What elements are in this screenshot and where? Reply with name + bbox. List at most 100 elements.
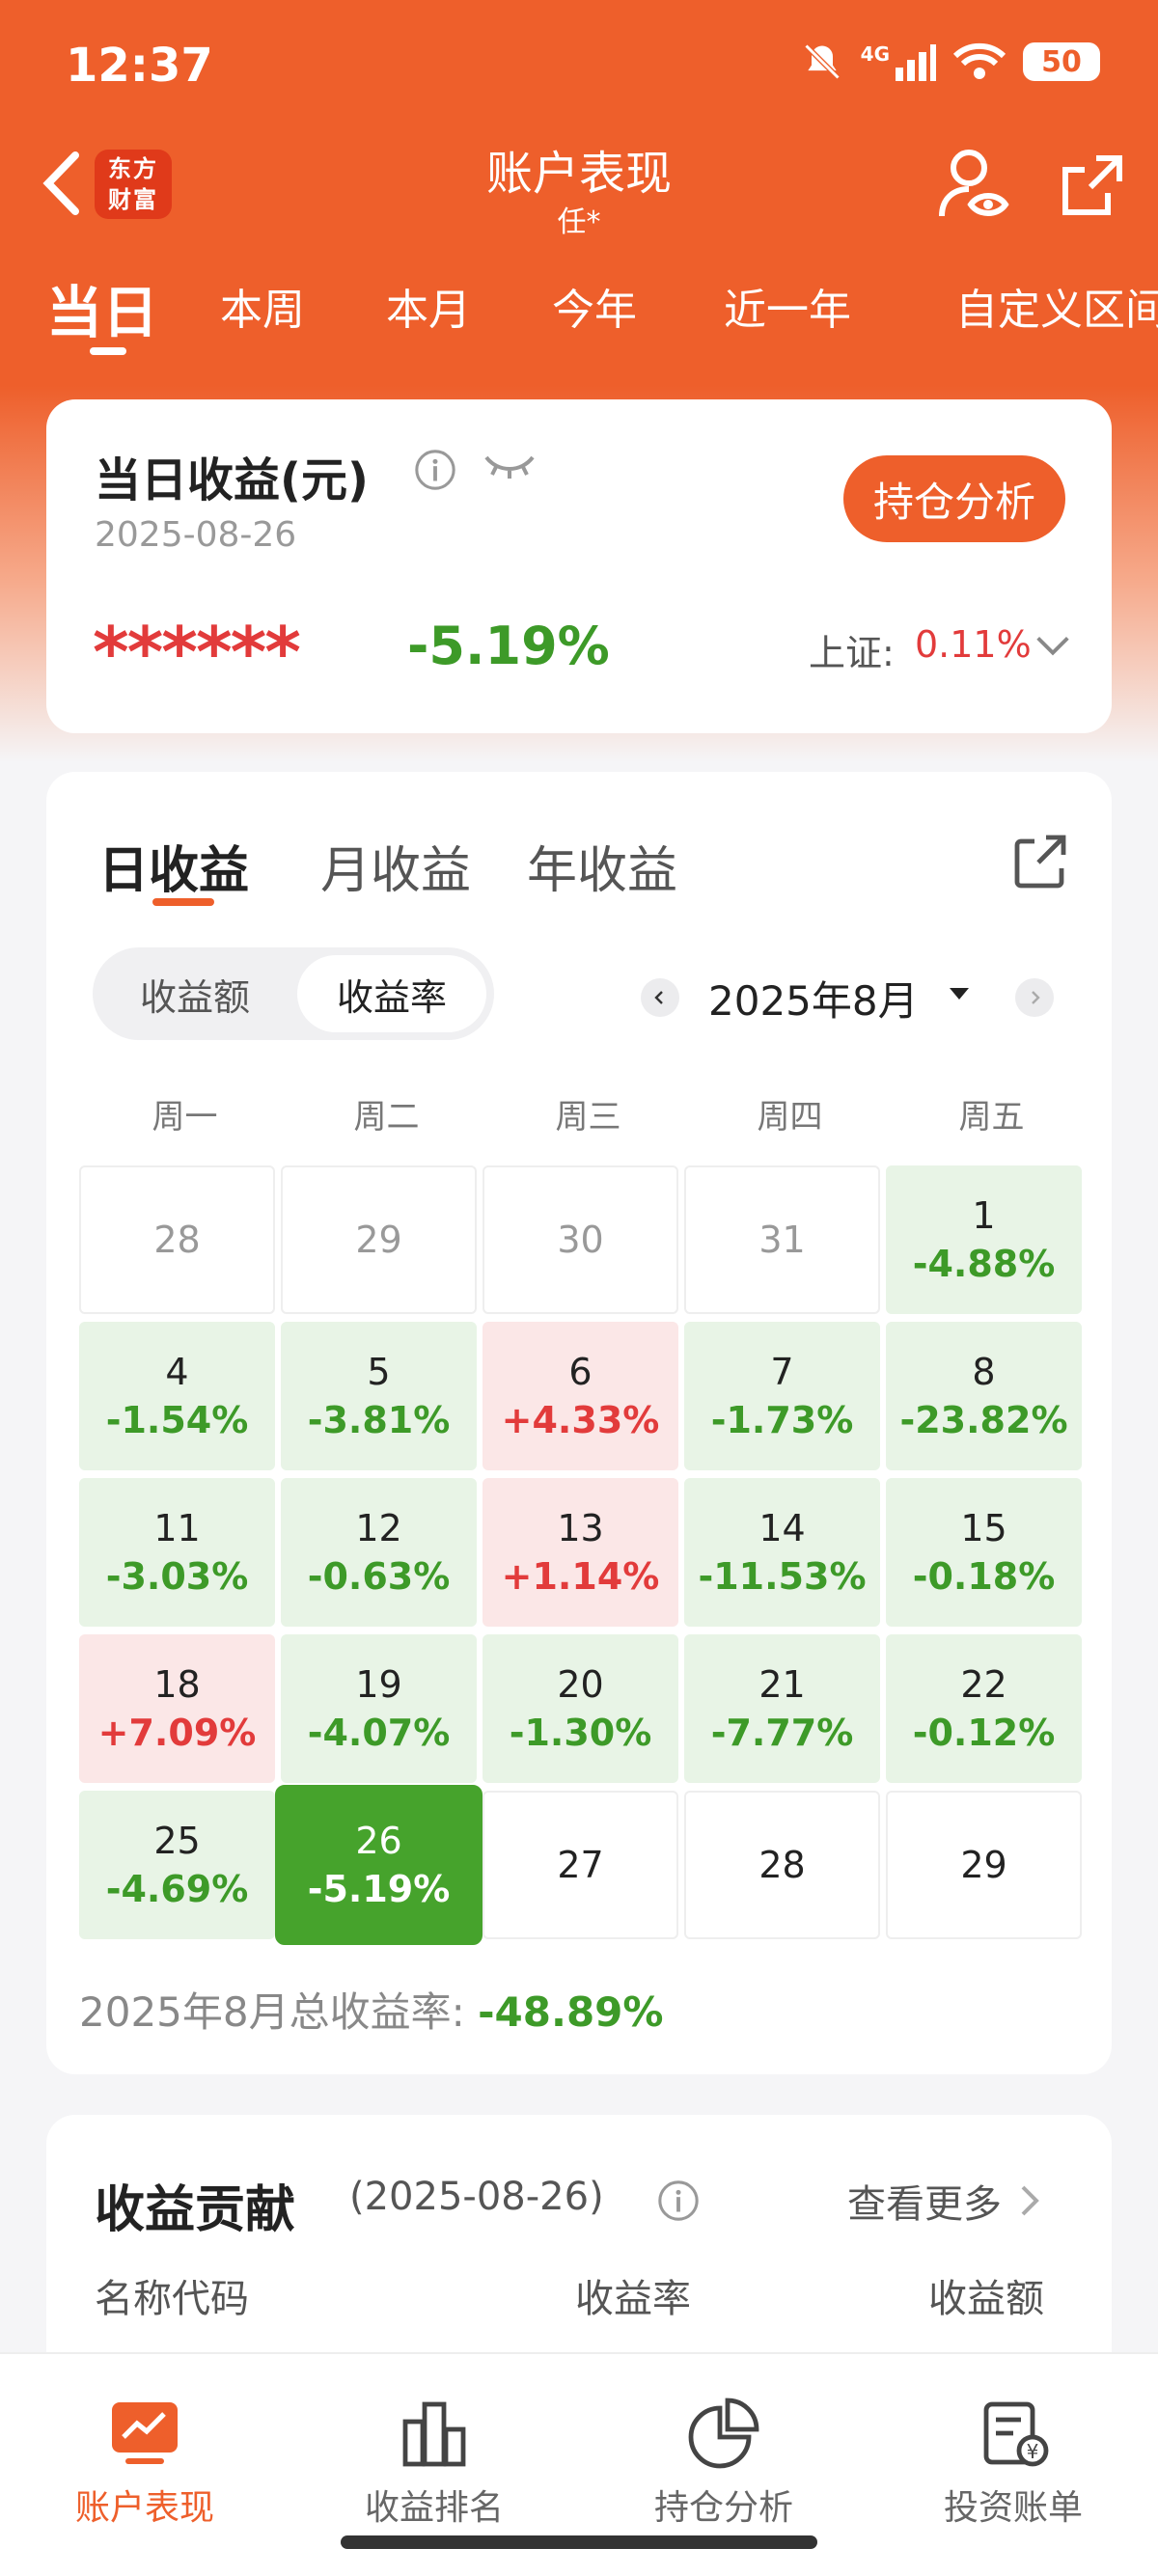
weekday-fri: 周五 [958,1098,1025,1137]
month-selector[interactable]: 2025年8月 [708,977,919,1025]
contribution-info-icon[interactable] [656,2179,701,2223]
monthly-total-label: 2025年8月总收益率: [79,1988,465,2036]
signal-icon [896,44,936,81]
calendar-day[interactable]: 22 -0.12% [886,1634,1082,1783]
day-return: -3.81% [307,1399,451,1441]
contribution-date: (2025-08-26) [349,2175,604,2219]
tab-daily-returns[interactable]: 日收益 [98,842,250,900]
calendar-day[interactable]: 20 -1.30% [482,1634,678,1783]
calendar-day[interactable]: 7 -1.73% [684,1322,880,1470]
calendar-day[interactable]: 1 -4.88% [886,1165,1082,1314]
calendar-day[interactable]: 4 -1.54% [79,1322,275,1470]
prev-month-button[interactable] [641,978,679,1017]
toggle-rate[interactable]: 收益率 [297,955,486,1032]
day-number: 12 [355,1507,402,1549]
weekday-mon: 周一 [152,1098,218,1137]
caret-down-icon[interactable] [948,986,971,1001]
day-number: 18 [153,1663,201,1706]
col-rate: 收益率 [575,2277,691,2321]
export-button[interactable] [1007,828,1075,895]
nav-investment-bill[interactable]: ¥ 投资账单 [868,2373,1158,2528]
contribution-title: 收益贡献 [95,2181,296,2239]
day-return: -4.88% [912,1243,1056,1285]
calendar-day[interactable]: 19 -4.07% [281,1634,477,1783]
day-number: 28 [153,1219,201,1261]
tab-this-year[interactable]: 今年 [552,286,637,335]
day-return: -11.53% [698,1555,867,1598]
calendar-day[interactable]: 30 [482,1165,678,1314]
day-number: 7 [770,1351,794,1393]
calendar-day[interactable]: 27 [482,1791,678,1939]
toggle-amount[interactable]: 收益额 [139,975,250,1019]
chevron-right-icon [1032,991,1040,1004]
tab-today[interactable]: 当日 [46,280,159,345]
col-amount: 收益额 [928,2277,1044,2321]
bill-icon: ¥ [983,2401,1049,2467]
masked-amount: ****** [93,612,301,693]
tab-custom-range[interactable]: 自定义区间 [955,286,1158,335]
period-tabs: 当日 本周 本月 今年 近一年 自定义区间 [0,275,1158,362]
info-icon[interactable] [413,448,457,492]
page-title: 账户表现 [485,147,672,201]
chevron-down-icon[interactable] [1031,623,1075,668]
tab-yearly-returns[interactable]: 年收益 [527,842,678,900]
monthly-total: 2025年8月总收益率: -48.89% [79,1980,664,2039]
day-number: 20 [557,1663,604,1706]
daily-date: 2025-08-26 [95,515,297,555]
next-month-button[interactable] [1015,978,1054,1017]
weekday-tue: 周二 [353,1098,420,1137]
calendar-day[interactable]: 25 -4.69% [79,1791,275,1939]
day-number: 31 [758,1219,806,1261]
calendar-day[interactable]: 29 [886,1791,1082,1939]
day-number: 15 [960,1507,1007,1549]
day-number: 14 [758,1507,806,1549]
calendar-day[interactable]: 31 [684,1165,880,1314]
home-indicator[interactable] [341,2535,817,2549]
hide-eye-icon[interactable] [481,448,538,486]
share-button[interactable] [1054,147,1131,224]
back-button[interactable] [39,150,87,217]
calendar-day-selected[interactable]: 26 -5.19% [275,1785,482,1945]
tab-monthly-returns[interactable]: 月收益 [320,842,472,900]
calendar-day[interactable]: 21 -7.77% [684,1634,880,1783]
nav-returns-ranking[interactable]: 收益排名 [290,2373,579,2528]
tab-last-year[interactable]: 近一年 [724,286,851,335]
day-number: 5 [367,1351,391,1393]
calendar-day[interactable]: 14 -11.53% [684,1478,880,1627]
nav-label: 账户表现 [74,2488,214,2528]
day-number: 1 [972,1194,996,1237]
view-more-link[interactable]: 查看更多 [847,2173,1042,2229]
calendar-day[interactable]: 15 -0.18% [886,1478,1082,1627]
nav-account-performance[interactable]: 账户表现 [0,2373,290,2528]
nav-holdings-analysis[interactable]: 持仓分析 [579,2373,868,2528]
day-number: 27 [557,1844,604,1886]
holdings-analysis-button[interactable]: 持仓分析 [843,455,1065,542]
calendar-day[interactable]: 11 -3.03% [79,1478,275,1627]
calendar-day[interactable]: 12 -0.63% [281,1478,477,1627]
user-eye-icon [939,150,1009,217]
day-return: -23.82% [899,1399,1068,1441]
calendar-day[interactable]: 5 -3.81% [281,1322,477,1470]
day-number: 26 [355,1820,402,1862]
calendar-day[interactable]: 6 +4.33% [482,1322,678,1470]
day-number: 22 [960,1663,1007,1706]
day-return: -7.77% [710,1712,854,1754]
tab-this-week[interactable]: 本周 [220,286,305,335]
daily-summary-card: 当日收益(元) 2025-08-26 持仓分析 ****** -5.19% 上证… [46,399,1112,733]
day-number: 28 [758,1844,806,1886]
calendar-day[interactable]: 18 +7.09% [79,1634,275,1783]
eastmoney-logo: 东方 财富 [95,150,172,219]
calendar-day[interactable]: 29 [281,1165,477,1314]
account-name: 任* [557,206,601,239]
chart-icon [112,2402,178,2464]
view-more-label: 查看更多 [847,2182,1002,2227]
privacy-user-button[interactable] [936,147,1013,224]
export-icon [1014,835,1066,889]
calendar-day[interactable]: 28 [79,1165,275,1314]
nav-label: 持仓分析 [653,2488,793,2528]
tab-this-month[interactable]: 本月 [386,286,471,335]
calendar-day[interactable]: 8 -23.82% [886,1322,1082,1470]
wifi-icon [953,42,1006,79]
calendar-day[interactable]: 13 +1.14% [482,1478,678,1627]
calendar-day[interactable]: 28 [684,1791,880,1939]
